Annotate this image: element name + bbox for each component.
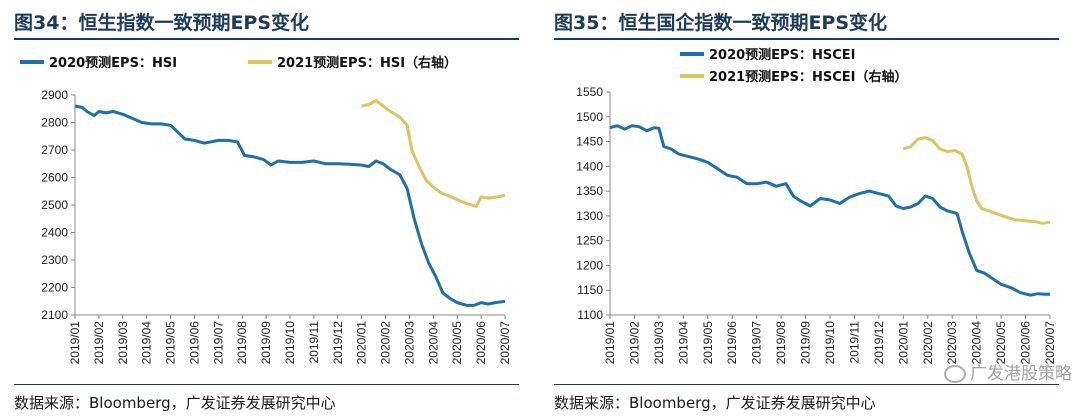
- x-tick-label: 2019/11: [307, 321, 321, 364]
- hsi-eps-chart: 2100 2200 2300 2400 2500 2600 2700 2800 2900 2019…: [20, 55, 512, 365]
- chart-panel-hsi: 图34：恒生指数一致预期EPS变化 2100 2200 2300 2400 2500 26…: [14, 12, 519, 412]
- y-tick-label: 2800: [41, 116, 68, 130]
- x-tick-label: 2019/12: [872, 321, 886, 365]
- series-line-2021: [902, 136, 1051, 225]
- series-line-2020: [74, 104, 506, 307]
- x-tick-label: 2019/05: [701, 321, 715, 365]
- source-note: 数据来源：Bloomberg，广发证券发展研究中心: [14, 394, 336, 412]
- x-tick-label: 2020/07: [498, 321, 512, 365]
- legend-label: 2020预测EPS：HSI: [49, 55, 177, 71]
- y-tick-label: 2500: [41, 198, 68, 212]
- y-tick-label: 1100: [577, 308, 603, 322]
- source-divider: [554, 384, 1059, 385]
- legend-label: 2020预测EPS：HSCEI: [709, 47, 855, 63]
- x-tick-label: 2019/05: [164, 321, 178, 365]
- series-line-2021: [361, 99, 506, 208]
- x-tick-label: 2019/11: [847, 321, 861, 364]
- y-tick-label: 1400: [576, 159, 603, 173]
- x-tick-label: 2020/06: [474, 321, 488, 365]
- watermark: 广发港股策略: [944, 359, 1072, 384]
- source-note: 数据来源：Bloomberg，广发证券发展研究中心: [554, 394, 876, 412]
- x-tick-label: 2019/06: [725, 321, 739, 365]
- chart-title: 图34：恒生指数一致预期EPS变化: [14, 12, 310, 34]
- y-tick-label: 2400: [41, 226, 68, 240]
- legend-label: 2021预测EPS：HSCEI（右轴）: [709, 69, 907, 85]
- x-tick-label: 2019/07: [750, 321, 764, 365]
- x-tick-label: 2020/05: [994, 321, 1008, 365]
- y-tick-label: 2300: [41, 253, 68, 267]
- title-divider: [554, 38, 1059, 40]
- y-tick-label: 1500: [576, 110, 603, 124]
- x-tick-label: 2019/03: [652, 321, 666, 365]
- x-tick-label: 2019/04: [676, 321, 690, 365]
- y-tick-label: 1200: [576, 258, 603, 272]
- x-tick-label: 2020/01: [355, 321, 369, 365]
- x-tick-label: 2019/02: [627, 321, 641, 365]
- y-tick-label: 1550: [576, 85, 603, 99]
- x-tick-label: 2019/01: [68, 321, 82, 365]
- x-tick-label: 2020/04: [970, 321, 984, 365]
- x-tick-label: 2020/01: [896, 321, 910, 365]
- x-tick-label: 2019/02: [92, 321, 106, 365]
- x-tick-label: 2019/03: [116, 321, 130, 365]
- x-tick-label: 2019/10: [823, 321, 837, 365]
- x-tick-label: 2020/03: [945, 321, 959, 365]
- x-tick-label: 2019/08: [235, 321, 249, 365]
- legend-label: 2021预测EPS：HSI（右轴）: [277, 55, 457, 71]
- x-tick-label: 2020/02: [921, 321, 935, 365]
- x-tick-label: 2020/07: [1043, 321, 1057, 365]
- y-tick-label: 1300: [576, 209, 603, 223]
- x-tick-label: 2019/04: [140, 321, 154, 365]
- y-tick-label: 1250: [576, 234, 603, 248]
- watermark-text: 广发港股策略: [970, 364, 1072, 384]
- x-tick-label: 2019/07: [211, 321, 225, 365]
- series-line-2020: [609, 124, 1050, 297]
- x-tick-label: 2019/08: [774, 321, 788, 365]
- x-tick-label: 2020/03: [402, 321, 416, 365]
- wechat-icon: [944, 365, 966, 383]
- source-divider: [14, 384, 519, 385]
- y-tick-label: 2600: [41, 171, 68, 185]
- title-divider: [14, 38, 519, 40]
- y-tick-label: 2100: [41, 308, 68, 322]
- x-tick-label: 2020/02: [379, 321, 393, 365]
- chart-title: 图35：恒生国企指数一致预期EPS变化: [554, 12, 888, 34]
- chart-panel-hscei: 图35：恒生国企指数一致预期EPS变化 1100 1150 1200 1250 1300…: [540, 0, 1080, 420]
- x-tick-label: 2019/12: [331, 321, 345, 365]
- y-tick-label: 1150: [577, 283, 603, 297]
- x-tick-label: 2020/04: [426, 321, 440, 365]
- x-tick-label: 2019/01: [603, 321, 617, 365]
- hscei-eps-chart: 1100 1150 1200 1250 1300 1350 1400 1450 1500 1550…: [576, 47, 1057, 365]
- y-tick-label: 2200: [41, 281, 68, 295]
- y-tick-label: 2900: [41, 88, 68, 102]
- x-tick-label: 2020/06: [1019, 321, 1033, 365]
- x-tick-label: 2020/05: [450, 321, 464, 365]
- y-tick-label: 1350: [576, 184, 603, 198]
- x-tick-label: 2019/09: [799, 321, 813, 365]
- x-tick-label: 2019/10: [283, 321, 297, 365]
- y-tick-label: 1450: [576, 135, 603, 149]
- y-tick-label: 2700: [41, 143, 68, 157]
- x-tick-label: 2019/06: [187, 321, 201, 365]
- x-tick-label: 2019/09: [259, 321, 273, 365]
